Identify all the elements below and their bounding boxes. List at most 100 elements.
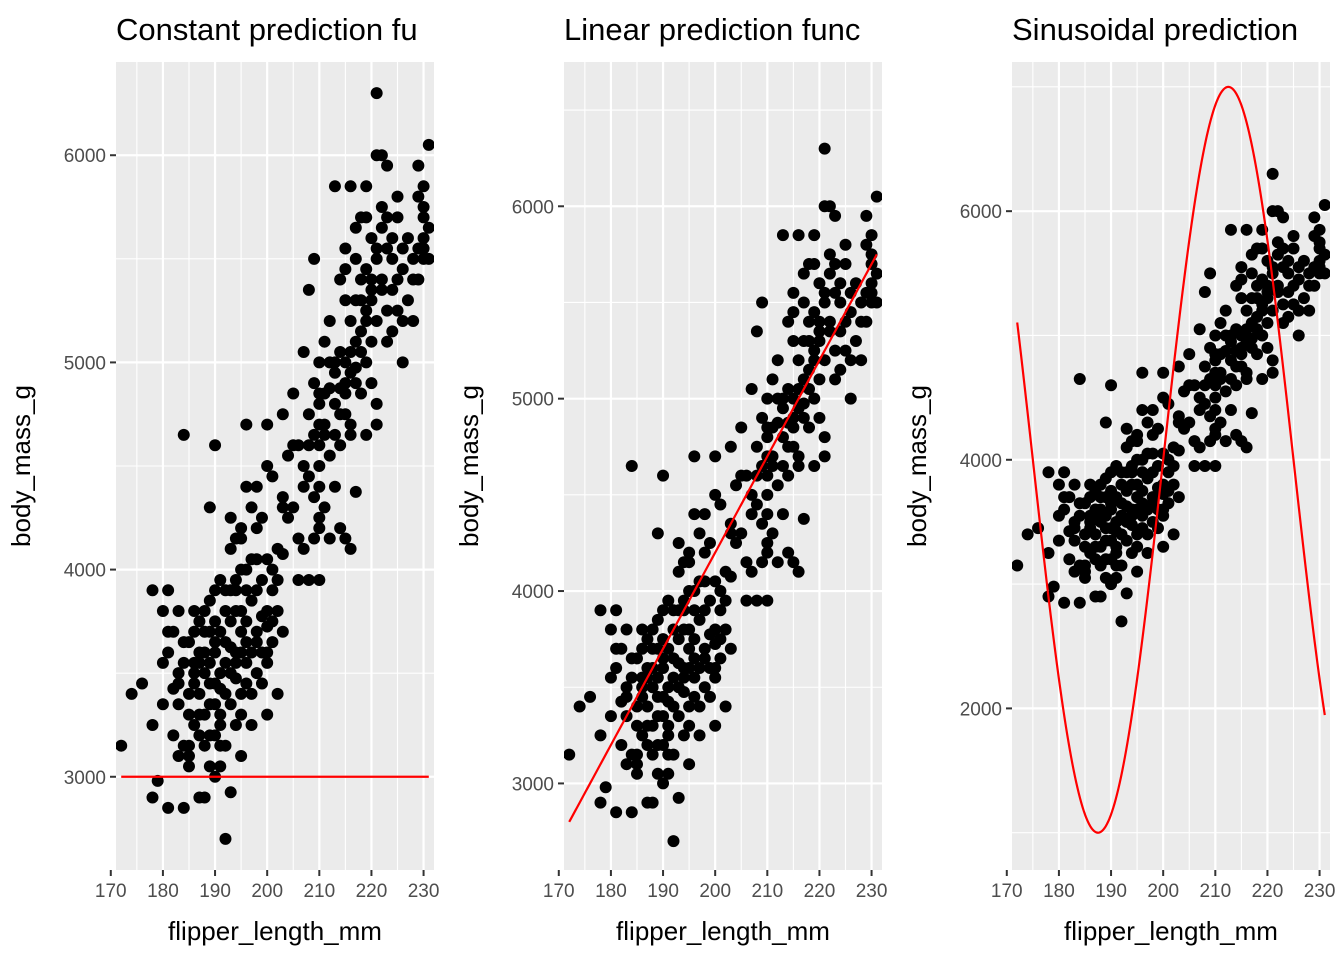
data-point [276,501,289,514]
data-point [188,625,201,638]
data-point [360,428,373,441]
data-point [1012,559,1024,572]
data-point [1073,559,1086,572]
data-point [1094,590,1107,603]
data-point [1224,354,1237,367]
data-point [797,512,810,525]
data-point [1292,329,1305,342]
data-point [745,565,758,578]
data-point [172,698,185,711]
data-point [1172,360,1185,373]
data-point [360,263,373,276]
data-point [756,517,769,530]
panel-constant-prediction: 170 180 190 200 210 220 230 3000 4000 5000 6000 Con… [6,12,439,946]
data-point [370,252,383,265]
data-point [761,594,774,607]
data-point [1099,491,1112,504]
data-point [1313,236,1326,249]
data-point [1209,379,1222,392]
data-point [1105,534,1118,547]
data-point [1261,285,1274,298]
data-point [604,671,617,684]
data-point [1120,500,1133,513]
data-point [349,221,362,234]
data-point [365,377,378,390]
data-point [235,687,248,700]
data-point [792,229,805,242]
data-point [125,687,138,700]
data-point [1308,279,1321,292]
data-point [375,149,388,162]
data-point [386,232,399,245]
data-point [792,460,805,472]
data-point [302,470,315,483]
plot-title: Sinusoidal prediction [1012,12,1298,47]
data-point [709,623,722,636]
data-point [375,221,388,234]
data-point [1084,491,1097,504]
data-point [761,536,774,549]
data-point [1141,416,1154,429]
data-point [688,604,701,617]
data-point [745,508,758,521]
x-tick-label: 220 [804,881,836,902]
data-point [698,652,711,665]
x-tick-label: 200 [699,881,731,902]
data-point [302,408,315,421]
data-point [1136,484,1149,497]
data-point [709,671,722,684]
data-point [245,501,258,514]
data-point [386,252,399,265]
data-point [1115,509,1128,522]
data-point [797,296,810,309]
data-point [823,248,836,261]
data-point [1084,547,1097,560]
data-point [193,687,206,700]
data-point [1167,528,1180,541]
data-point [261,605,274,618]
data-point [1136,497,1149,510]
data-point [250,480,263,493]
data-point [172,667,185,680]
data-point [1151,460,1164,472]
data-point [365,273,378,286]
data-point [240,656,253,669]
data-point [375,273,388,286]
data-point [271,687,284,700]
panel-linear-prediction: 170 180 190 200 210 220 230 3000 4000 5000 6000 Lin… [454,12,887,946]
y-tick-label: 5000 [64,353,106,374]
data-point [193,656,206,669]
data-point [651,613,664,626]
data-point [370,87,383,100]
data-point [1266,167,1279,180]
data-point [761,488,774,501]
data-point [1193,391,1206,404]
data-point [1146,497,1159,510]
data-point [667,671,680,684]
data-point [787,556,800,569]
data-point [156,656,169,669]
data-point [787,286,800,299]
data-point [266,563,279,576]
data-point [328,356,341,369]
data-point [276,548,289,561]
data-point [1282,254,1295,267]
data-point [829,258,842,270]
data-point [651,767,664,780]
x-tick-label: 210 [303,881,335,902]
data-point [1172,491,1185,504]
data-point [604,710,617,723]
data-point [209,698,222,711]
data-point [146,718,159,731]
data-point [261,460,274,472]
data-point [803,258,816,270]
data-point [198,646,211,659]
data-point [787,306,800,319]
data-point [412,273,425,286]
data-point [407,252,420,265]
data-point [646,623,659,636]
data-point [1277,298,1290,311]
data-point [651,671,664,684]
data-point [313,522,326,535]
data-point [1047,580,1060,593]
